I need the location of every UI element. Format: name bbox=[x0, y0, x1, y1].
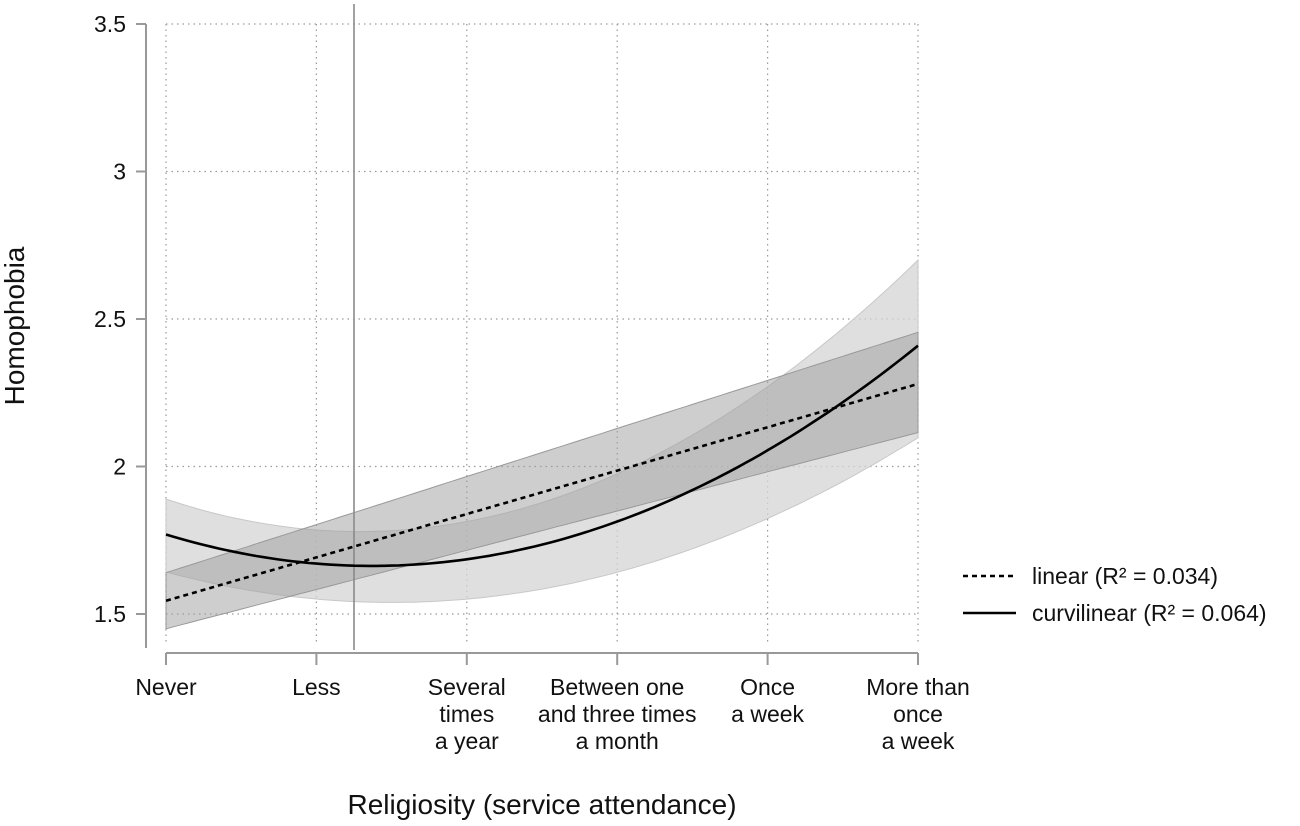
y-tick-label: 3 bbox=[113, 159, 126, 185]
legend: linear (R² = 0.034) curvilinear (R² = 0.0… bbox=[963, 563, 1267, 626]
x-tick-label: Once a week bbox=[731, 674, 804, 727]
x-tick-label: More than once a week bbox=[866, 674, 970, 754]
x-tick-label: Several times a year bbox=[428, 674, 506, 754]
y-tick-label: 3.5 bbox=[94, 11, 126, 37]
y-tick-label: 2.5 bbox=[94, 306, 126, 332]
axes bbox=[136, 23, 919, 665]
confidence-bands bbox=[165, 258, 919, 630]
tick-labels: 1.5 2 2.5 3 3.5 Never Less Several times a year Be… bbox=[94, 11, 970, 754]
y-axis-title: Homophobia bbox=[0, 246, 30, 405]
legend-curvilinear-label: curvilinear (R² = 0.064) bbox=[1032, 600, 1267, 626]
y-tick-label: 2 bbox=[113, 454, 126, 480]
x-axis-title: Religiosity (service attendance) bbox=[347, 789, 736, 820]
linear-fit-line bbox=[165, 382, 919, 602]
legend-linear-label: linear (R² = 0.034) bbox=[1032, 563, 1218, 589]
x-tick-label: Between one and three times a month bbox=[538, 674, 697, 754]
fit-lines bbox=[165, 344, 919, 602]
curvilinear-fit-line bbox=[165, 344, 919, 568]
y-tick-label: 1.5 bbox=[94, 601, 126, 627]
x-tick-label: Less bbox=[292, 674, 341, 700]
x-tick-label: Never bbox=[135, 674, 197, 700]
